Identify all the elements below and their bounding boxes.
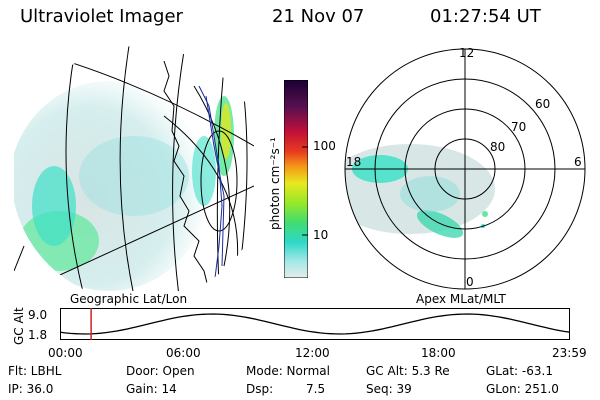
emission-patch <box>192 136 216 206</box>
coastline <box>163 60 210 291</box>
time-tick-1800: 18:00 <box>421 346 456 360</box>
mlat-label-60: 60 <box>535 97 551 111</box>
altitude-strip <box>60 308 570 340</box>
mlt-label-18: 18 <box>346 155 362 169</box>
seq-status: Seq: 39 <box>366 382 412 396</box>
polar-panel-label: Apex MLat/MLT <box>416 292 506 306</box>
orbit-altitude-curve <box>60 313 570 335</box>
gc-alt-status: GC Alt: 5.3 Re <box>366 364 450 378</box>
time-tick-1200: 12:00 <box>295 346 330 360</box>
mlt-label-0: 0 <box>466 275 474 289</box>
altitude-axis-label: GC Alt <box>12 307 26 345</box>
mlat-label-80: 80 <box>490 140 506 154</box>
colorbar-unit-label: photon cm⁻²s⁻¹ <box>268 137 282 230</box>
time-tick-2359: 23:59 <box>552 346 587 360</box>
polar-plot <box>344 48 586 290</box>
emission-patch <box>32 166 76 246</box>
colorbar-tick-100: 100 <box>313 139 336 153</box>
auroral-emission <box>400 176 460 212</box>
instrument-title: Ultraviolet Imager <box>20 6 183 27</box>
glon-status: GLon: 251.0 <box>486 382 559 396</box>
altitude-min-label: 1.8 <box>28 328 48 342</box>
filter-status: Flt: LBHL <box>8 364 62 378</box>
door-status: Door: Open <box>126 364 195 378</box>
emission-patch <box>79 136 189 216</box>
dsp-label: Dsp: <box>246 382 274 396</box>
date-label: 21 Nov 07 <box>272 6 365 27</box>
mlt-label-6: 6 <box>574 155 582 169</box>
geographic-image-panel <box>14 46 254 291</box>
mlat-label-70: 70 <box>511 120 527 134</box>
gain-status: Gain: 14 <box>126 382 177 396</box>
time-tick-0000: 00:00 <box>48 346 83 360</box>
colorbar-tick-10: 10 <box>313 228 329 242</box>
dsp-value: 7.5 <box>306 382 326 396</box>
terminator-line <box>198 85 223 287</box>
time-tick-0600: 06:00 <box>166 346 201 360</box>
terminator-line <box>205 95 225 267</box>
globe-edge <box>14 245 25 272</box>
auroral-arc <box>221 103 231 159</box>
colorbar <box>284 80 308 278</box>
time-label: 01:27:54 UT <box>430 6 541 27</box>
ip-status: IP: 36.0 <box>8 382 54 396</box>
emission-spot <box>482 211 488 217</box>
mlt-label-12: 12 <box>459 46 475 60</box>
geographic-panel-label: Geographic Lat/Lon <box>70 292 188 306</box>
glat-status: GLat: -63.1 <box>486 364 553 378</box>
mode-status: Mode: Normal <box>246 364 330 378</box>
altitude-max-label: 9.0 <box>28 308 48 322</box>
